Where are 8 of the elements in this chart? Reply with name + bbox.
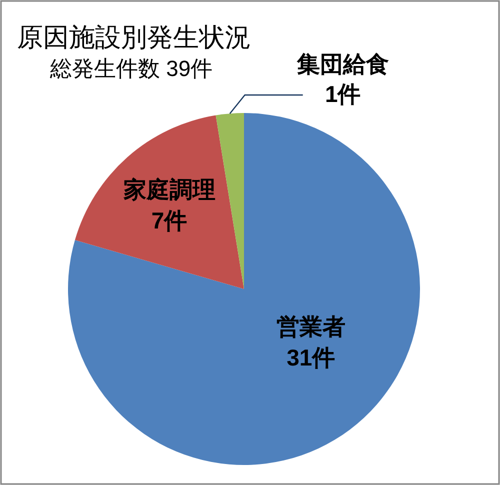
data-label: 1件 <box>324 81 361 107</box>
slice-label: 営業者 <box>276 313 346 340</box>
slice-label: 家庭調理 <box>122 176 216 203</box>
chart-title: 原因施設別発生状況 <box>17 22 251 52</box>
data-label: 31件 <box>286 344 336 370</box>
data-label: 7件 <box>151 208 188 234</box>
chart-subtitle: 総発生件数 39件 <box>49 56 213 81</box>
slice-label: 集団給食 <box>296 51 389 77</box>
